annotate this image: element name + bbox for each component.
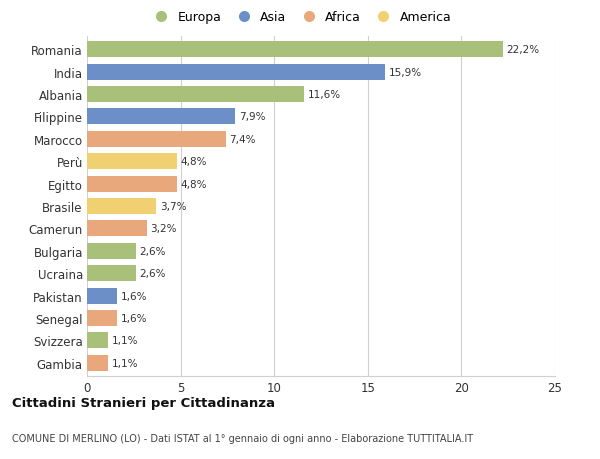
Text: 2,6%: 2,6% — [139, 269, 166, 279]
Text: 2,6%: 2,6% — [139, 246, 166, 256]
Text: 1,1%: 1,1% — [112, 336, 138, 346]
Bar — [87, 243, 136, 259]
Text: 4,8%: 4,8% — [181, 179, 207, 189]
Bar — [87, 288, 117, 304]
Bar — [87, 176, 177, 192]
Bar — [87, 154, 177, 170]
Bar — [87, 87, 304, 103]
Bar — [87, 198, 156, 215]
Text: 11,6%: 11,6% — [308, 90, 341, 100]
Text: 3,2%: 3,2% — [151, 224, 177, 234]
Bar — [87, 64, 385, 80]
Text: 22,2%: 22,2% — [506, 45, 539, 55]
Bar — [87, 131, 226, 147]
Bar — [87, 42, 503, 58]
Bar — [87, 310, 117, 326]
Legend: Europa, Asia, Africa, America: Europa, Asia, Africa, America — [143, 6, 457, 29]
Bar — [87, 221, 147, 237]
Text: Cittadini Stranieri per Cittadinanza: Cittadini Stranieri per Cittadinanza — [12, 396, 275, 409]
Bar — [87, 333, 107, 349]
Text: COMUNE DI MERLINO (LO) - Dati ISTAT al 1° gennaio di ogni anno - Elaborazione TU: COMUNE DI MERLINO (LO) - Dati ISTAT al 1… — [12, 433, 473, 442]
Text: 15,9%: 15,9% — [388, 67, 422, 78]
Text: 7,4%: 7,4% — [229, 134, 256, 145]
Bar — [87, 109, 235, 125]
Text: 4,8%: 4,8% — [181, 157, 207, 167]
Bar — [87, 266, 136, 282]
Text: 1,1%: 1,1% — [112, 358, 138, 368]
Text: 1,6%: 1,6% — [121, 291, 147, 301]
Text: 3,7%: 3,7% — [160, 202, 187, 212]
Text: 1,6%: 1,6% — [121, 313, 147, 323]
Text: 7,9%: 7,9% — [239, 112, 265, 122]
Bar — [87, 355, 107, 371]
